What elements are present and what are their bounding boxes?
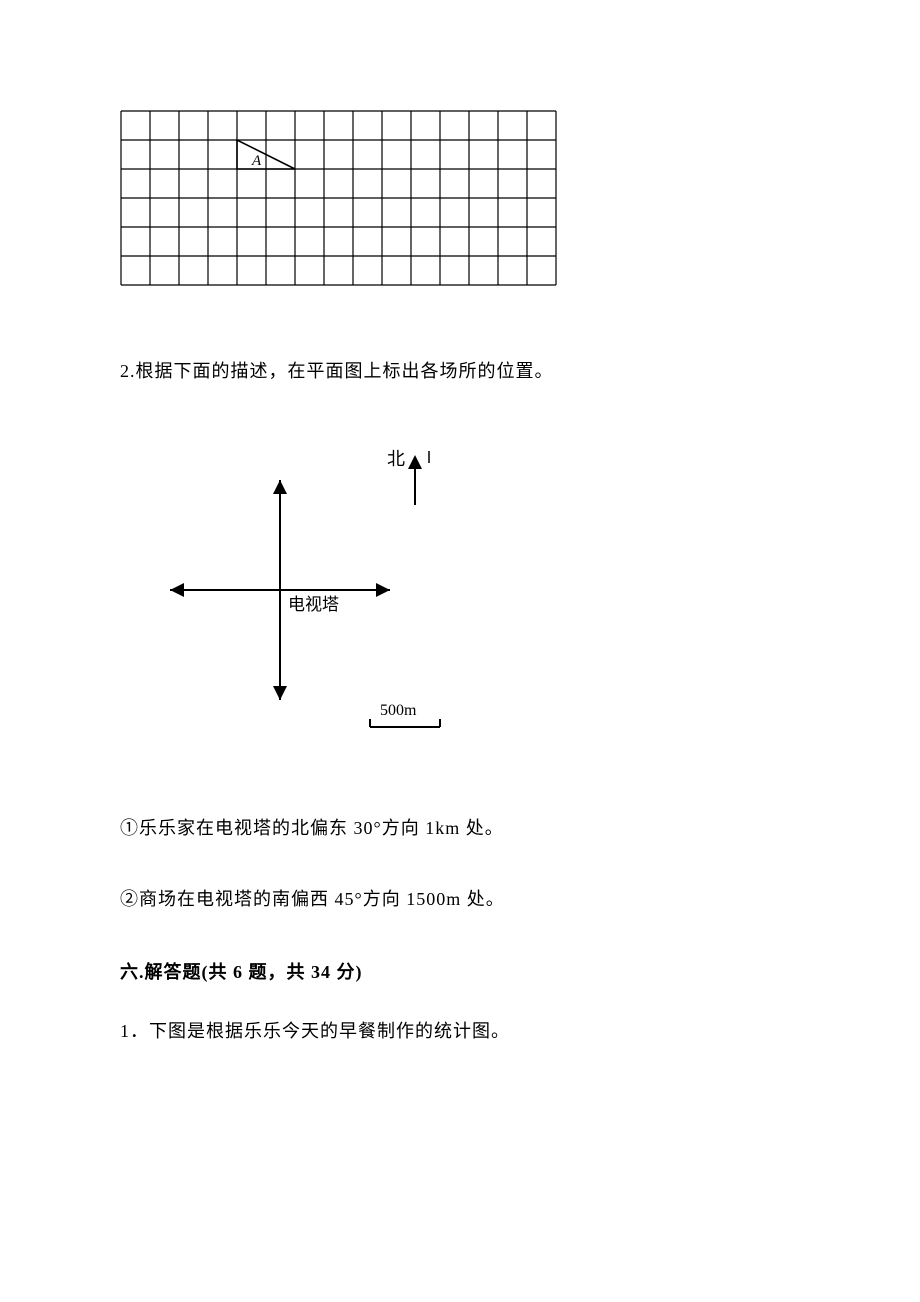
svg-text:北: 北 [387, 449, 405, 469]
svg-text:500m: 500m [380, 702, 417, 719]
item-2: ②商场在电视塔的南偏西 45°方向 1500m 处。 [120, 876, 800, 923]
section-6-title: 六.解答题(共 6 题，共 34 分) [120, 958, 800, 984]
question-2-text: 2.根据下面的描述，在平面图上标出各场所的位置。 [120, 348, 800, 395]
grid-svg: A [120, 110, 558, 288]
item-1: ①乐乐家在电视塔的北偏东 30°方向 1km 处。 [120, 805, 800, 852]
svg-text:A: A [251, 153, 262, 169]
grid-figure: A [120, 110, 800, 288]
compass-figure: 电视塔 北 500m [140, 425, 800, 765]
svg-text:电视塔: 电视塔 [288, 595, 339, 614]
compass-svg: 电视塔 北 500m [140, 425, 480, 765]
page: A 2.根据下面的描述，在平面图上标出各场所的位置。 电视塔 北 500m ①乐乐家… [0, 0, 920, 1302]
question-6-1-text: 1．下图是根据乐乐今天的早餐制作的统计图。 [120, 1008, 800, 1055]
